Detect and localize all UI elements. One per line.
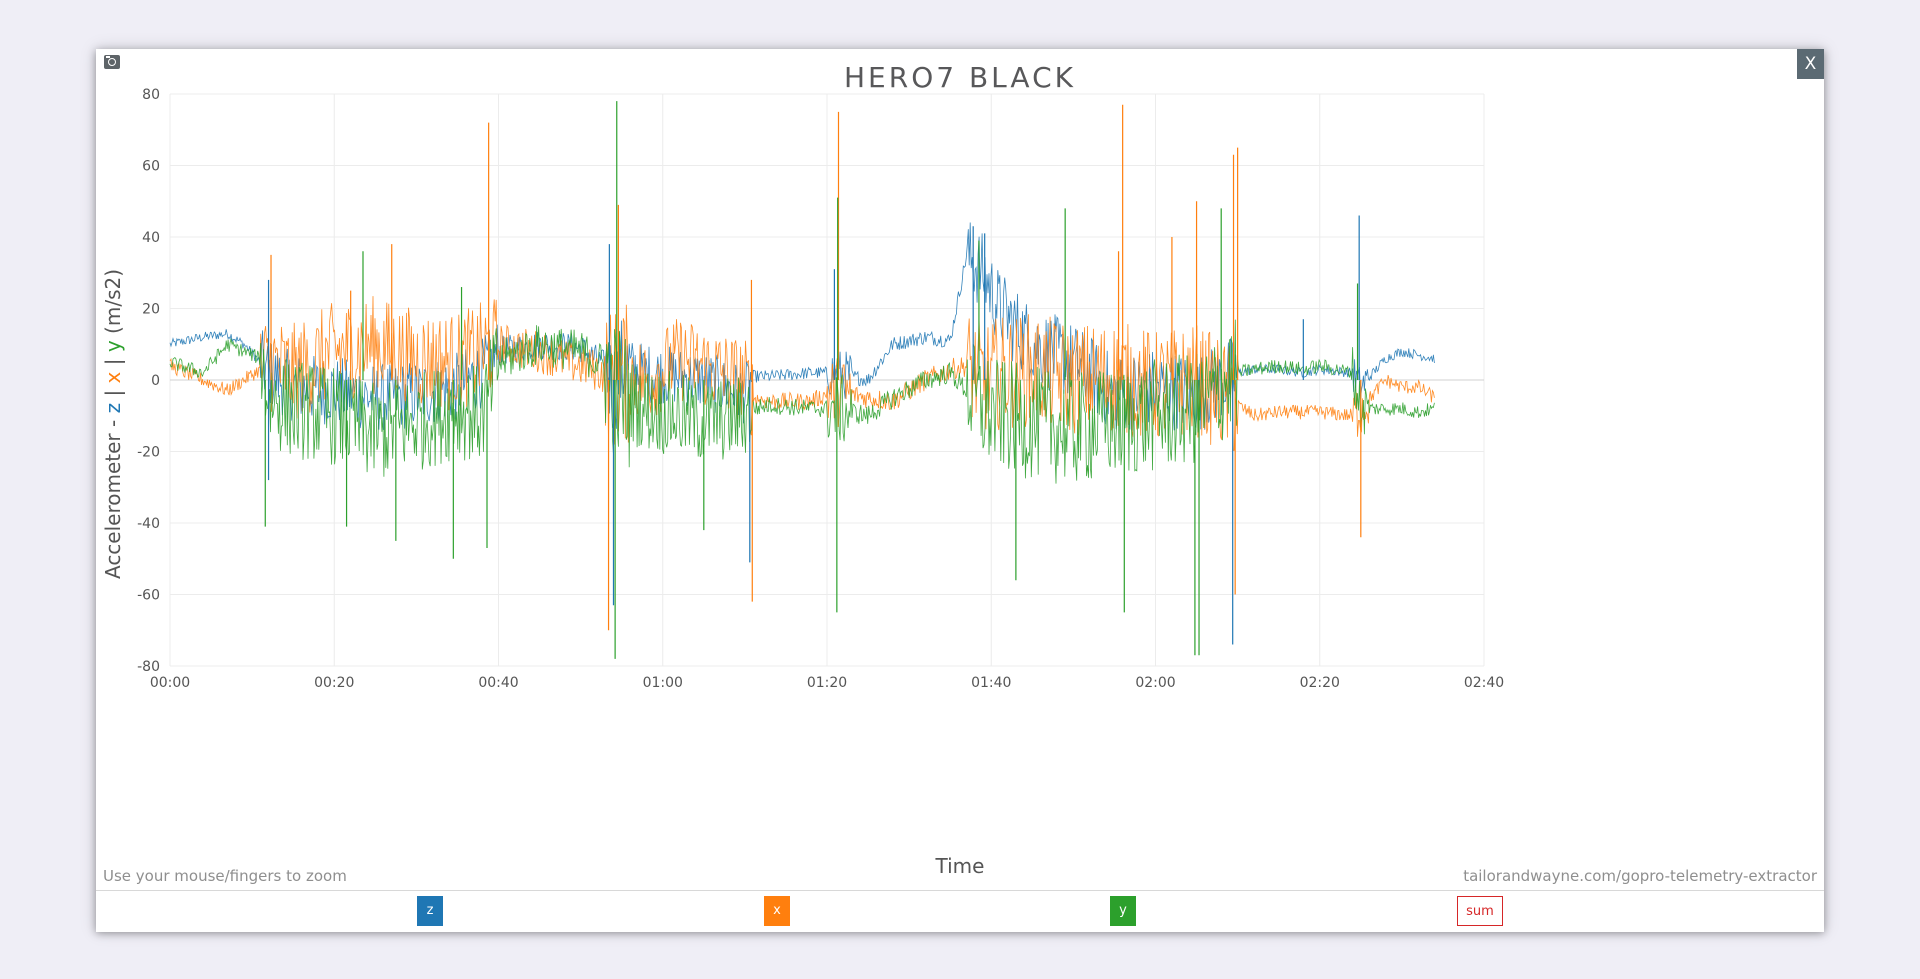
x-tick-label: 01:20	[807, 675, 847, 691]
x-axis-title: Time	[935, 854, 985, 878]
y-axis-title-part: |	[101, 352, 125, 371]
y-axis-title-part: |	[101, 383, 125, 402]
y-tick-label: 40	[142, 230, 160, 246]
series-lines	[169, 222, 1435, 484]
zoom-hint: Use your mouse/fingers to zoom	[103, 867, 347, 885]
x-tick-label: 00:00	[150, 675, 190, 691]
y-axis-title-part: z	[101, 403, 125, 414]
grid	[169, 93, 1485, 667]
camera-icon-top	[106, 56, 110, 58]
legend-toggle-sum[interactable]: sum	[1457, 896, 1503, 926]
y-tick-label: 0	[151, 373, 160, 389]
legend-toggle-y[interactable]: y	[1110, 896, 1136, 926]
y-axis-title: Accelerometer - z | x | y (m/s2)	[101, 269, 125, 579]
y-tick-label: 60	[142, 159, 160, 175]
chart-panel[interactable]: 80 60 40 20 0 -20 -40 -60 -80 00:00 00:20 00:40 01:0…	[96, 49, 1824, 889]
x-tick-label: 02:40	[1464, 675, 1504, 691]
legend-bar: z x y sum	[96, 890, 1824, 932]
legend-toggle-z[interactable]: z	[417, 896, 443, 926]
y-tick-label: 80	[142, 87, 160, 103]
y-tick-label: -60	[137, 588, 160, 604]
y-axis-title-part: (m/s2)	[101, 269, 125, 340]
y-tick-label: -80	[137, 659, 160, 675]
close-button[interactable]: X	[1797, 49, 1824, 79]
chart-title: HERO7 BLACK	[844, 61, 1076, 94]
x-tick-label: 00:20	[314, 675, 354, 691]
chart-modal: 80 60 40 20 0 -20 -40 -60 -80 00:00 00:20 00:40 01:0…	[96, 49, 1824, 932]
legend-toggle-x[interactable]: x	[764, 896, 790, 926]
x-tick-label: 02:20	[1300, 675, 1340, 691]
y-tick-label: -20	[137, 445, 160, 461]
y-tick-label: -40	[137, 516, 160, 532]
camera-icon[interactable]	[104, 55, 120, 69]
source-link[interactable]: tailorandwayne.com/gopro-telemetry-extra…	[1463, 867, 1817, 885]
series-line-y	[169, 319, 1435, 484]
spikes	[264, 101, 1362, 659]
series-line-x	[169, 296, 1435, 451]
x-tick-label: 02:00	[1135, 675, 1175, 691]
y-tick-label: 20	[142, 302, 160, 318]
y-axis-title-part: x	[101, 371, 125, 383]
x-tick-label: 00:40	[478, 675, 518, 691]
y-axis-title-part: y	[101, 340, 125, 352]
camera-icon-lens	[108, 58, 116, 66]
y-axis-title-part: Accelerometer -	[101, 413, 125, 579]
x-tick-label: 01:40	[971, 675, 1011, 691]
x-tick-label: 01:00	[643, 675, 683, 691]
